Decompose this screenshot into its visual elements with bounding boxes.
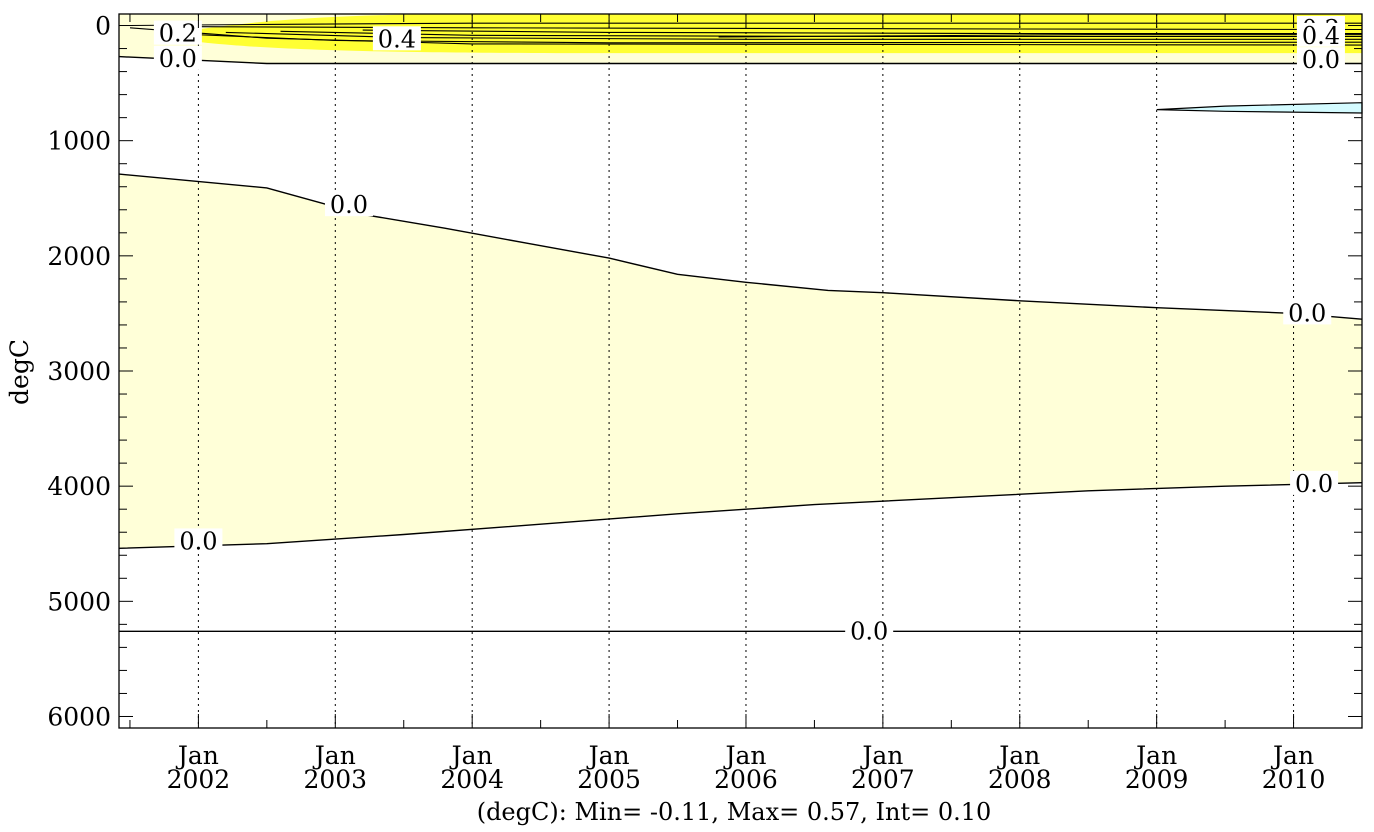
x-tick-month-1: Jan bbox=[312, 741, 356, 770]
contour-label-bg-9 bbox=[1290, 470, 1339, 495]
x-tick-year-4: 2006 bbox=[714, 765, 778, 794]
y-tick-label-3: 3000 bbox=[47, 357, 111, 386]
x-tick-month-3: Jan bbox=[586, 741, 630, 770]
contour-label-5: 0.0 bbox=[1302, 46, 1340, 74]
contour-labels: 0.20.40.00.20.40.00.00.00.00.00.0 bbox=[153, 15, 1345, 645]
contour-label-bg-7 bbox=[1283, 300, 1332, 325]
y-tick-label-0: 0 bbox=[95, 12, 111, 41]
surface-contour-7 bbox=[718, 34, 1362, 38]
contour-label-9: 0.0 bbox=[1295, 470, 1333, 498]
contour-label-2: 0.0 bbox=[159, 45, 197, 73]
x-tick-year-5: 2007 bbox=[851, 765, 915, 794]
contour-label-1: 0.4 bbox=[378, 25, 416, 53]
contour-label-bg-6 bbox=[324, 192, 373, 217]
zero-contour-lower bbox=[118, 482, 1363, 549]
x-tick-year-3: 2005 bbox=[577, 765, 641, 794]
x-tick-month-0: Jan bbox=[175, 741, 219, 770]
contour-label-0: 0.2 bbox=[159, 20, 197, 48]
contour-label-bg-10 bbox=[845, 618, 894, 643]
zero-contour-upper bbox=[118, 173, 1363, 320]
x-tick-month-8: Jan bbox=[1270, 741, 1314, 770]
y-tick-label-5: 5000 bbox=[47, 587, 111, 616]
surface-contour-1 bbox=[170, 33, 1363, 44]
x-tick-month-2: Jan bbox=[449, 741, 493, 770]
chart-footer: (degC): Min= -0.11, Max= 0.57, Int= 0.10 bbox=[477, 798, 992, 826]
contour-label-bg-0 bbox=[153, 20, 202, 45]
surface-contour-4 bbox=[362, 29, 1362, 35]
x-tick-year-0: 2002 bbox=[167, 765, 231, 794]
positive-band-fill bbox=[119, 174, 1362, 549]
x-tick-year-7: 2009 bbox=[1125, 765, 1189, 794]
x-tick-month-6: Jan bbox=[996, 741, 1040, 770]
x-tick-year-2: 2004 bbox=[440, 765, 504, 794]
contour-label-bg-2 bbox=[153, 45, 202, 70]
x-tick-year-1: 2003 bbox=[303, 765, 367, 794]
surface-contour-2 bbox=[225, 31, 1362, 40]
x-tick-year-6: 2008 bbox=[988, 765, 1052, 794]
y-tick-labels: 0 1000 2000 3000 4000 5000 6000 bbox=[47, 12, 111, 732]
y-tick-label-2: 2000 bbox=[47, 242, 111, 271]
contour-label-7: 0.0 bbox=[1288, 299, 1326, 327]
contour-label-bg-4 bbox=[1296, 22, 1345, 47]
x-tick-month-5: Jan bbox=[859, 741, 903, 770]
contour-label-bg-5 bbox=[1296, 47, 1345, 72]
x-tick-year-8: 2010 bbox=[1262, 765, 1326, 794]
y-tick-label-6: 6000 bbox=[47, 702, 111, 731]
x-tick-month-4: Jan bbox=[722, 741, 766, 770]
x-tick-labels: Jan2002Jan2003Jan2004Jan2005Jan2006Jan20… bbox=[167, 741, 1326, 794]
x-tick-month-7: Jan bbox=[1133, 741, 1177, 770]
y-axis-label: degC bbox=[5, 339, 34, 405]
contour-label-bg-1 bbox=[372, 26, 421, 51]
y-tick-label-1: 1000 bbox=[47, 127, 111, 156]
vertical-gridlines bbox=[197, 14, 1295, 728]
y-tick-label-4: 4000 bbox=[47, 472, 111, 501]
contour-label-6: 0.0 bbox=[330, 191, 368, 219]
contour-label-bg-8 bbox=[174, 528, 223, 553]
axis-ticks bbox=[119, 14, 1363, 728]
contour-label-8: 0.0 bbox=[179, 527, 217, 555]
contour-label-4: 0.4 bbox=[1302, 22, 1340, 50]
contour-label-10: 0.0 bbox=[850, 617, 888, 645]
